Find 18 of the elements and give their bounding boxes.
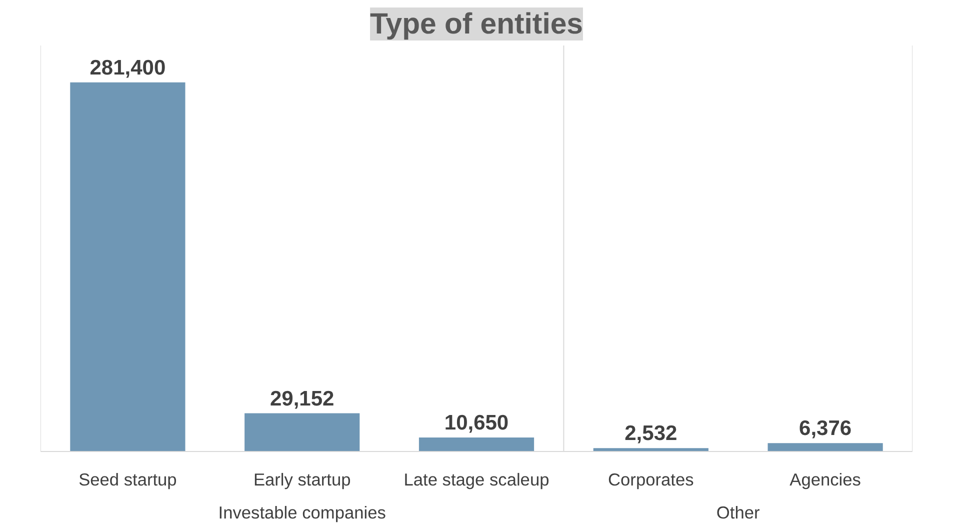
text: Other (716, 502, 760, 522)
data-label: 281,400 (90, 56, 166, 80)
x-tick-label: Late stage scaleup (404, 470, 550, 490)
x-tick-label: Agencies (790, 470, 862, 490)
x-tick-label: Corporates (608, 470, 694, 490)
bar (593, 448, 708, 452)
chart-title: Type of entities (370, 8, 583, 40)
data-label: 2,532 (624, 422, 678, 446)
data-label: 10,650 (444, 412, 509, 435)
x-tick-label: Seed startup (78, 470, 177, 490)
x-tick-label: Early startup (253, 470, 351, 490)
bar (70, 82, 186, 452)
bar (768, 443, 883, 452)
text: Investable companies (218, 502, 386, 522)
bar (418, 438, 534, 452)
data-label: 6,376 (799, 417, 852, 440)
data-label: 29,152 (270, 387, 334, 410)
bar (244, 413, 360, 452)
